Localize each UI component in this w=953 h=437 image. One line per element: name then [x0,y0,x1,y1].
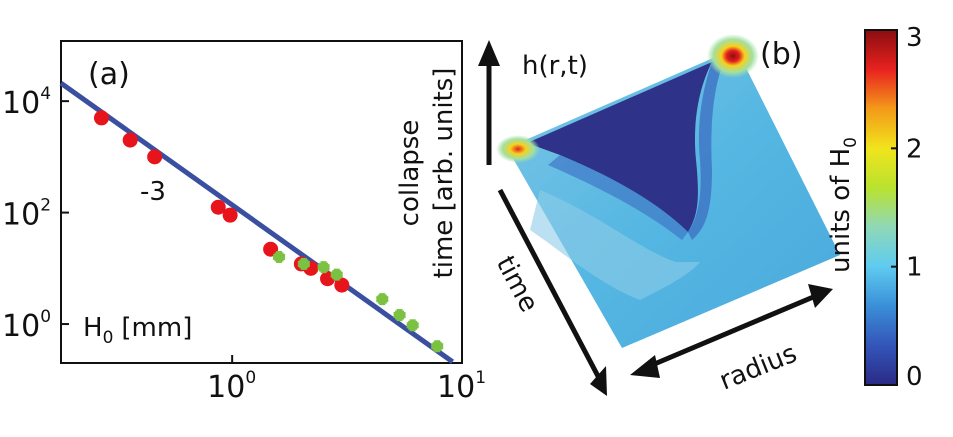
colorbar-label: units of H0 [826,137,861,273]
x-axis-label: H0 [mm] [83,313,192,348]
colorbar-tick-label: 1 [906,253,923,283]
surface-hot-corner-left [496,135,540,163]
y-tick-label: 102 [2,196,51,233]
y-axis-label-line1: collapse [395,120,425,227]
x-tick-exp: 1 [475,368,486,388]
green-point [273,250,286,263]
x-axis-ticks: 100 101 [207,355,486,405]
green-point [317,261,330,274]
red-point [222,207,238,223]
colorbar-tick-label: 0 [906,362,923,392]
y-tick-label: 104 [2,84,51,121]
y-axis-label-line2: time [arb. units] [429,68,459,279]
radius-axis-arrowhead-left [630,355,660,378]
x-tick-exp: 0 [245,368,256,388]
series-red [93,110,350,293]
y-tick-exp: 0 [40,307,51,327]
green-point [406,319,419,332]
surface-hot-corner-right [707,34,759,78]
x-tick-base: 10 [207,370,245,405]
green-point-core [432,341,442,351]
x-tick-label: 100 [207,368,256,405]
green-point-core [395,310,405,320]
radius-axis-arrow [644,292,819,371]
series-green [273,250,444,353]
y-tick-exp: 4 [40,84,51,104]
x-tick-base: 10 [437,370,475,405]
red-point [334,277,350,293]
slope-label: -3 [140,177,166,207]
green-point [393,309,406,322]
red-point [147,149,163,165]
radius-axis-arrowhead-right [808,284,833,308]
surface-band [530,190,700,300]
green-point [376,293,389,306]
red-point [210,199,226,215]
plot-frame [60,40,463,364]
colorbar-tick-label: 2 [906,134,923,164]
panel-a-label: (a) [88,57,130,92]
surface-trench-edge-left [548,155,688,240]
red-point [122,132,138,148]
colorbar-label-sub: 0 [841,137,861,148]
y-tick-base: 10 [2,309,40,344]
green-point-core [274,252,284,262]
colorbar-ticks: 0 1 2 3 [891,23,923,392]
x-axis-label-unit: [mm] [121,313,192,343]
colorbar [864,29,898,386]
green-point-core [377,294,387,304]
y-tick-label: 100 [2,307,51,344]
y-tick-base: 10 [2,198,40,233]
x-tick-label: 101 [437,368,486,405]
y-tick-base: 10 [2,86,40,121]
red-point [263,241,279,257]
time-axis-arrowhead [590,366,607,396]
x-axis-label-sub: 0 [103,328,114,348]
z-axis-arrowhead [478,40,500,66]
green-point-core [332,270,342,280]
green-point [330,268,343,281]
green-point-core [408,320,418,330]
surface-trench [527,62,712,232]
fit-line [59,81,455,364]
panel-b-label: (b) [760,37,802,72]
red-point [93,110,109,126]
surface-trench-edge [688,58,725,240]
green-point [431,340,444,353]
time-axis-arrow [497,188,603,382]
green-point-core [299,259,309,269]
radius-axis-label: radius [715,339,801,397]
y-tick-exp: 2 [40,196,51,216]
green-point [297,257,310,270]
green-point-core [319,262,329,272]
z-axis-label: h(r,t) [522,51,588,81]
colorbar-label-main: units of H [826,148,856,273]
x-axis-label-main: H [83,313,103,343]
colorbar-tick-label: 3 [906,23,923,53]
